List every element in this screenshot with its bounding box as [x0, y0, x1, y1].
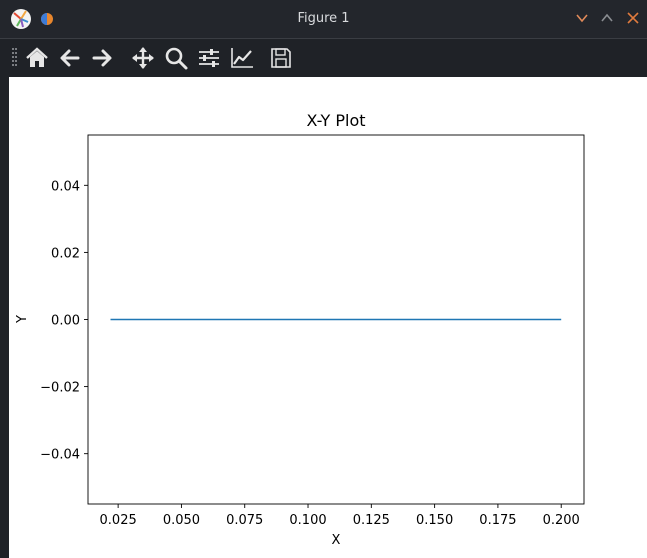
forward-button[interactable]	[89, 45, 115, 71]
forward-arrow-icon	[92, 49, 112, 67]
x-tick-label: 0.150	[416, 513, 453, 528]
edit-axis-icon	[231, 48, 253, 68]
figure-canvas[interactable]: X-Y Plot 0.025 0.050 0.075 0.100 0.125 0.150 0…	[9, 77, 647, 558]
back-arrow-icon	[60, 49, 80, 67]
chart: X-Y Plot 0.025 0.050 0.075 0.100 0.125 0.150 0…	[15, 111, 585, 548]
y-axis-label: Y	[15, 315, 30, 324]
home-button[interactable]	[24, 45, 50, 71]
maximize-button[interactable]	[599, 10, 615, 26]
y-tick-label: 0.04	[51, 179, 80, 194]
window-title: Figure 1	[297, 11, 350, 26]
close-icon	[627, 12, 639, 24]
x-axis-label: X	[332, 533, 341, 548]
configure-subplots-icon	[199, 49, 219, 67]
back-button[interactable]	[57, 45, 83, 71]
x-tick-label: 0.075	[226, 513, 263, 528]
x-tick-label: 0.200	[543, 513, 580, 528]
edit-axis-button[interactable]	[229, 45, 255, 71]
configure-subplots-button[interactable]	[196, 45, 222, 71]
save-button[interactable]	[268, 45, 294, 71]
zoom-icon	[165, 47, 188, 70]
y-tick-label: −0.02	[40, 381, 80, 396]
home-icon	[26, 47, 48, 67]
chevron-down-icon	[576, 14, 588, 23]
close-button[interactable]	[625, 10, 641, 26]
y-tick-label: 0.02	[51, 246, 80, 261]
toolbar-grip-icon[interactable]	[12, 48, 18, 68]
minimize-button[interactable]	[574, 10, 590, 26]
pan-icon	[132, 47, 154, 69]
x-tick-label: 0.175	[479, 513, 516, 528]
pan-button[interactable]	[130, 45, 156, 71]
navigation-toolbar	[0, 39, 647, 76]
x-tick-label: 0.050	[163, 513, 200, 528]
zoom-button[interactable]	[163, 45, 189, 71]
save-icon	[271, 48, 291, 68]
x-tick-label: 0.100	[289, 513, 326, 528]
chevron-up-icon	[601, 13, 613, 22]
y-tick-label: 0.00	[51, 314, 80, 329]
title-bar: Figure 1	[0, 0, 647, 39]
python-icon	[40, 11, 54, 30]
app-logo-icon	[10, 8, 32, 34]
chart-title: X-Y Plot	[306, 111, 365, 130]
x-tick-label: 0.025	[100, 513, 137, 528]
y-tick-label: −0.04	[40, 448, 80, 463]
x-tick-label: 0.125	[353, 513, 390, 528]
